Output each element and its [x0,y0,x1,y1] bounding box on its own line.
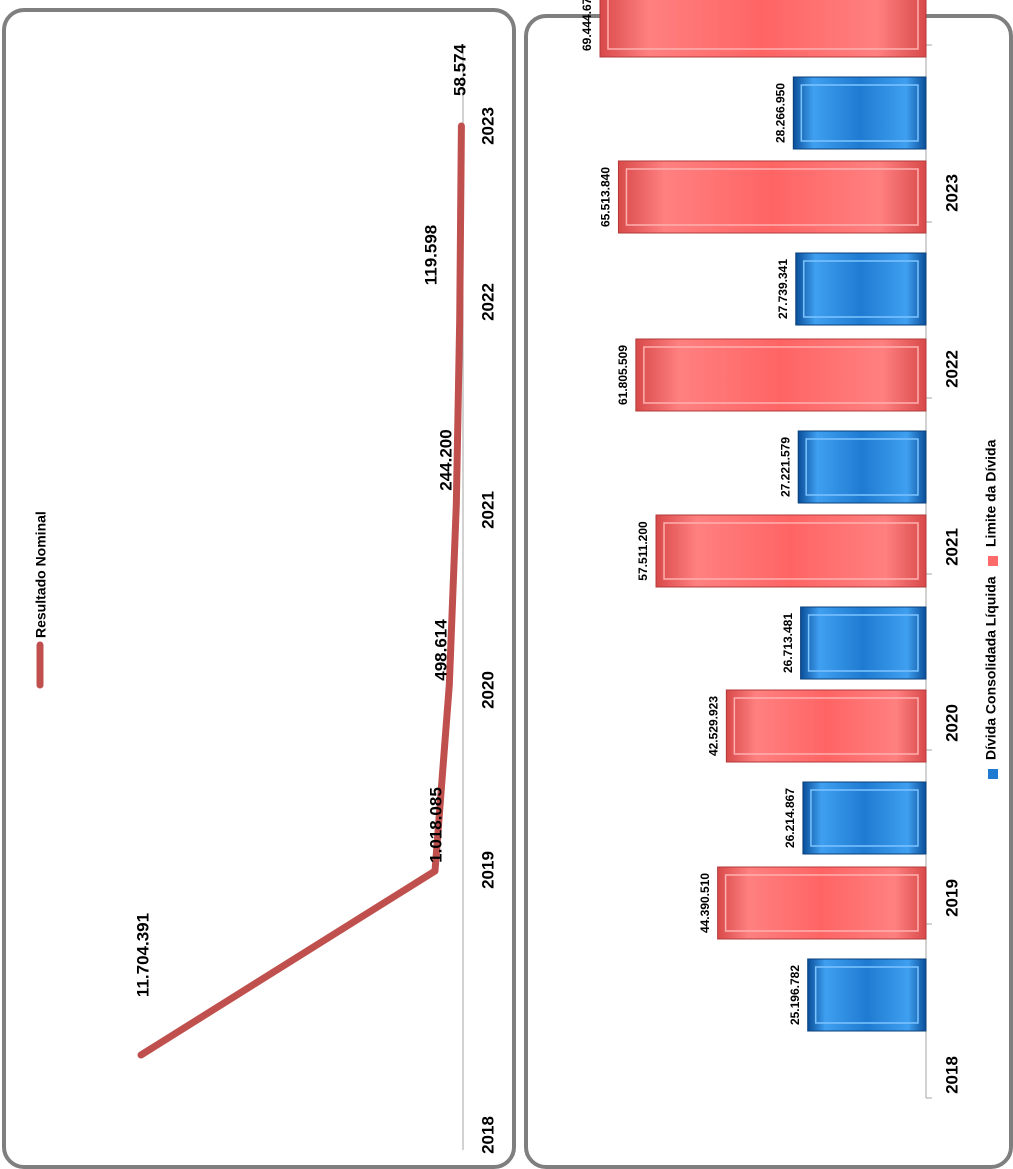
line-data-label: 498.614 [431,619,450,681]
bar-data-label-divida: 27.221.579 [778,437,792,497]
bar-divida-consolidada-bevel [803,260,919,318]
bar-divida-consolidada [807,958,927,1032]
bar-limite-da-divida-bevel [607,0,919,50]
bar-data-label-divida: 26.214.867 [783,788,797,848]
bar-x-tick-label: 2023 [942,174,961,212]
bar-limite-da-divida-bevel [643,346,919,404]
bar-data-label-divida: 26.713.481 [781,613,795,673]
line-data-label: 1.018.085 [426,787,445,863]
line-series-resultado-nominal [137,122,465,1059]
bar-limite-da-divida [635,338,927,412]
bar-divida-consolidada-bevel [805,438,919,496]
bar-divida-consolidada [795,252,927,326]
bar-divida-consolidada [802,781,927,855]
bar-divida-consolidada [800,606,927,680]
line-x-tick-label: 2022 [478,283,497,321]
bar-limite-da-divida [725,689,927,763]
line-x-tick-label: 2019 [478,851,497,889]
bar-data-label-limite: 69.444.670 [580,0,594,51]
bar-limite-da-divida-bevel [663,522,919,580]
bar-divida-consolidada [792,76,927,150]
bar-limite-da-divida-bevel [625,168,919,226]
bar-divida-consolidada-bevel [814,966,919,1024]
bar-divida-consolidada-bevel [800,84,919,142]
bar-data-label-limite: 42.529.923 [707,696,721,756]
bar-divida-consolidada [797,430,927,504]
bar-limite-da-divida [617,160,927,234]
line-data-label: 244.200 [436,429,455,490]
bar-x-tick-label: 2020 [942,704,961,742]
line-legend-label: Resultado Nominal [33,511,49,638]
bar-x-tick-label: 2022 [942,350,961,388]
bar-data-label-divida: 27.739.341 [776,259,790,319]
bar-limite-da-divida-bevel [733,697,919,755]
bar-data-label-limite: 61.805.509 [616,345,630,405]
bar-x-tick-label: 2018 [942,1056,961,1094]
bar-limite-da-divida-bevel [724,874,919,932]
line-data-label: 58.574 [450,43,469,96]
bar-limite-da-divida [655,514,927,588]
bar-x-tick-label: 2021 [942,528,961,566]
line-data-label: 11.704.391 [133,913,152,997]
bar-x-tick-label: 2019 [942,879,961,917]
bar-legend-marker-divida [988,769,998,779]
line-data-label: 119.598 [421,225,440,286]
bar-data-label-limite: 65.513.840 [599,167,613,227]
bar-divida-consolidada-bevel [810,789,919,847]
line-x-tick-label: 2018 [478,1116,497,1154]
line-chart-panel [2,8,516,1169]
bar-data-label-limite: 44.390.510 [698,873,712,933]
bar-legend-label-divida: Dívida Consolidada Líquida [983,576,999,760]
bar-legend-marker-limite [988,556,998,566]
line-x-tick-label: 2021 [478,491,497,529]
bar-data-label-limite: 57.511.200 [636,521,650,581]
bar-limite-da-divida [599,0,927,58]
bar-data-label-divida: 28.266.950 [773,83,787,143]
line-x-tick-label: 2020 [478,671,497,709]
bar-legend-label-limite: Limite da Dívida [983,439,999,547]
bar-limite-da-divida [717,866,927,940]
bar-data-label-divida: 25.196.782 [788,965,802,1025]
line-x-tick-label: 2023 [478,107,497,145]
bar-divida-consolidada-bevel [807,614,919,672]
